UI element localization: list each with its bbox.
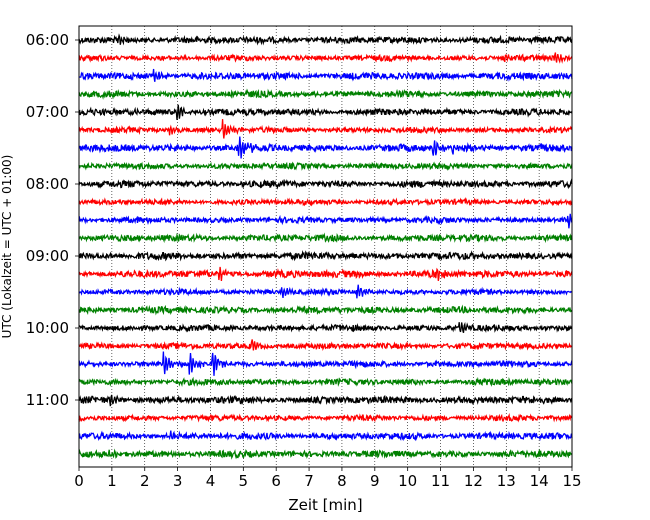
seismic-trace <box>78 339 573 352</box>
y-axis-ticks: 06:00 07:00 08:00 09:00 10:00 11:00 <box>26 31 79 409</box>
seismic-trace <box>78 196 573 207</box>
x-tick-label: 1 <box>107 472 117 490</box>
seismic-trace <box>78 376 573 387</box>
seismic-trace <box>78 104 573 120</box>
y-tick-label: 09:00 <box>26 247 69 265</box>
x-tick-label: 4 <box>206 472 216 490</box>
seismic-trace <box>78 448 573 460</box>
x-tick-label: 0 <box>74 472 84 490</box>
seismic-trace <box>78 161 573 171</box>
seismic-trace <box>78 430 573 442</box>
x-tick-label: 5 <box>239 472 249 490</box>
seismic-trace <box>78 136 573 159</box>
seismic-trace <box>78 250 573 262</box>
seismic-trace <box>78 88 573 100</box>
seismic-trace <box>78 394 573 407</box>
seismic-trace <box>79 68 573 82</box>
seismic-trace <box>78 213 573 229</box>
x-tick-label: 10 <box>398 472 417 490</box>
seismic-trace <box>78 232 573 244</box>
x-axis-label: Zeit [min] <box>288 496 362 514</box>
x-tick-label: 11 <box>431 472 450 490</box>
seismic-traces <box>78 33 573 460</box>
y-tick-label: 06:00 <box>26 31 69 49</box>
x-tick-label: 9 <box>370 472 380 490</box>
seismic-trace <box>78 412 573 423</box>
seismic-trace <box>78 284 573 299</box>
x-tick-label: 2 <box>140 472 150 490</box>
x-tick-label: 6 <box>271 472 281 490</box>
seismic-trace <box>78 321 573 334</box>
plot-frame <box>78 25 573 468</box>
y-tick-label: 11:00 <box>26 391 69 409</box>
y-tick-label: 07:00 <box>26 103 69 121</box>
y-tick-label: 08:00 <box>26 175 69 193</box>
x-tick-label: 7 <box>304 472 314 490</box>
x-tick-label: 3 <box>173 472 183 490</box>
x-axis-ticks: 0 1 2 3 4 5 6 7 8 9 10 11 12 13 14 15 <box>74 467 582 490</box>
seismic-trace <box>78 304 573 316</box>
y-axis-label: UTC (Lokalzeit = UTC + 01:00) <box>0 155 14 339</box>
seismic-trace <box>78 33 573 46</box>
seismic-trace <box>78 266 573 282</box>
x-tick-label: 15 <box>562 472 581 490</box>
seismic-trace <box>78 351 573 376</box>
x-tick-label: 8 <box>337 472 347 490</box>
x-tick-label: 12 <box>464 472 483 490</box>
seismic-trace <box>78 178 573 190</box>
y-tick-label: 10:00 <box>26 319 69 337</box>
x-tick-label: 14 <box>530 472 549 490</box>
x-tick-label: 13 <box>497 472 516 490</box>
seismic-trace <box>78 119 573 139</box>
seismic-trace <box>78 52 573 64</box>
